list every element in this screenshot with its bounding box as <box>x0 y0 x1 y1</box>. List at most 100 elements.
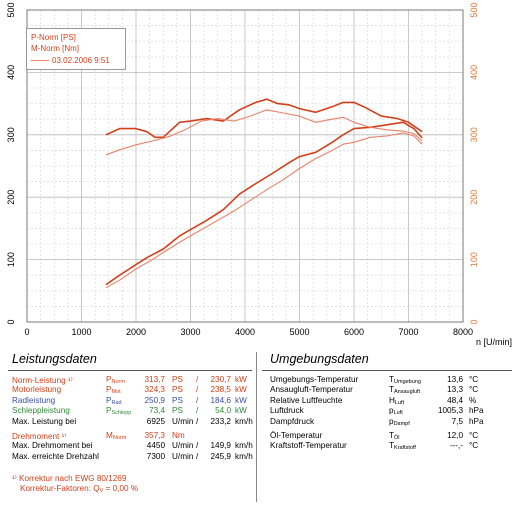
y-right-tick-label: 200 <box>469 190 479 205</box>
umgebung-symbol: p <box>389 406 394 416</box>
footnote-correction-symbol: Q <box>93 484 100 493</box>
leistung-value-2: 233,2 <box>210 416 232 426</box>
leistung-value-1: 7300 <box>146 451 165 461</box>
leistung-unit-2: kW <box>235 406 247 416</box>
y-right-tick-label: 300 <box>469 127 479 142</box>
x-tick-label: 1000 <box>71 327 91 337</box>
series-line-3 <box>105 132 423 289</box>
leistung-separator: / <box>196 385 199 395</box>
leistung-label: Max. erreichte Drehzahl <box>12 451 99 461</box>
umgebung-symbol: T <box>389 441 395 451</box>
plot-frame <box>26 9 464 323</box>
chart-series <box>105 98 423 289</box>
umgebung-value: 7,5 <box>451 416 463 426</box>
umgebung-symbol-sub: Luft <box>393 410 403 417</box>
umgebung-unit: °C <box>469 385 479 395</box>
umgebung-symbol-sub: Ansaugluft <box>394 389 421 396</box>
umgebung-symbol-cell: HLuft <box>389 396 404 406</box>
leistung-label: Max. Leistung bei <box>12 416 77 426</box>
leistung-unit-2: kW <box>235 395 247 405</box>
footnote-ewg: ¹⁾ Korrektur nach EWG 80/1269 <box>12 474 127 483</box>
y-left-tick-label: 300 <box>6 127 16 142</box>
x-tick-label: 8000 <box>453 327 473 337</box>
umgebung-label: Umgebungs-Temperatur <box>270 375 359 384</box>
series-line-2 <box>105 98 423 139</box>
leistung-unit-2: km/h <box>235 441 253 451</box>
leistung-symbol-cell: MNorm <box>106 431 126 441</box>
umgebung-unit: hPa <box>469 406 484 416</box>
leistung-value-1: 357,3 <box>144 431 166 440</box>
umgebung-label: Kraftstoff-Temperatur <box>270 441 347 451</box>
leistung-symbol: P <box>106 385 112 395</box>
umgebung-value: 12,0 <box>447 431 463 440</box>
y-left-tick-label: 200 <box>6 190 16 205</box>
leistung-separator: / <box>196 441 199 451</box>
x-tick-label: 7000 <box>398 327 418 337</box>
legend-entry-m-norm: M-Norm [Nm] <box>31 44 79 53</box>
umgebung-divider <box>262 370 512 371</box>
leistung-symbol-sub: Rad <box>111 399 122 406</box>
leistung-symbol: M <box>106 431 113 440</box>
leistung-unit-1: U/min <box>172 416 194 426</box>
y-right-tick-label: 100 <box>469 252 479 267</box>
leistung-symbol-sub: Norm <box>111 379 125 385</box>
umgebung-symbol-cell: TAnsaugluft <box>389 385 420 395</box>
leistung-value-1: 250,9 <box>144 395 166 405</box>
y-right-tick-label: 400 <box>469 65 479 80</box>
umgebung-symbol-cell: TÖl <box>389 431 400 441</box>
leistung-separator: / <box>196 375 199 384</box>
leistung-label: Motorleistung <box>12 385 62 395</box>
leistung-value-2: 245,9 <box>210 451 232 461</box>
leistung-separator: / <box>196 451 199 461</box>
leistung-unit-1: U/min <box>172 441 194 451</box>
y-left-tick-label: 400 <box>6 65 16 80</box>
umgebung-symbol: p <box>389 416 394 426</box>
leistung-symbol: P <box>106 375 112 384</box>
umgebung-label: Dampfdruck <box>270 416 315 426</box>
umgebung-symbol-sub: Luft <box>394 399 405 406</box>
x-tick-label: 6000 <box>344 327 364 337</box>
leistung-unit-1: U/min <box>172 451 194 461</box>
umgebung-symbol: T <box>389 385 395 395</box>
umgebung-symbol-sub: Dampf <box>393 420 410 427</box>
leistung-symbol-cell: PMot <box>106 385 121 395</box>
legend-entry-date: 03.02.2006 9:51 <box>52 56 110 65</box>
leistung-label: Schleppleistung <box>12 406 70 416</box>
legend-entry-p-norm: P-Norm [PS] <box>31 33 76 42</box>
leistung-separator: / <box>196 395 199 405</box>
y-right-tick-label: 0 <box>469 319 479 324</box>
series-line-4 <box>105 109 423 156</box>
leistung-symbol: P <box>106 395 112 405</box>
leistung-label: Radleistung <box>12 395 56 405</box>
leistung-symbol-cell: PNorm <box>106 375 125 385</box>
umgebung-symbol: T <box>389 431 395 440</box>
umgebung-value: ---,- <box>449 441 463 451</box>
umgebung-symbol: H <box>389 395 395 405</box>
leistung-value-2: 149,9 <box>210 441 232 451</box>
umgebung-label: Luftdruck <box>270 406 304 416</box>
leistung-symbol-sub: Norm <box>112 435 127 441</box>
y-left-tick-label: 0 <box>6 319 16 324</box>
umgebung-label: Öl-Temperatur <box>270 431 323 440</box>
umgebung-symbol-sub: Öl <box>394 435 400 441</box>
leistung-unit-1: Nm <box>172 431 185 440</box>
x-tick-label: 4000 <box>235 327 255 337</box>
leistung-symbol-sub: Mot <box>111 389 121 396</box>
leistung-value-2: 184,6 <box>210 395 232 405</box>
series-line-1 <box>105 121 423 286</box>
umgebung-unit: °C <box>469 375 479 384</box>
leistung-label: Max. Drehmoment bei <box>12 441 93 451</box>
umgebung-symbol-sub: Kraftstoff <box>394 445 416 452</box>
umgebung-symbol-cell: TKraftstoff <box>389 441 416 451</box>
umgebung-label: Relative Luftfeuchte <box>270 395 343 405</box>
umgebung-symbol: T <box>389 375 395 384</box>
leistung-unit-2: km/h <box>235 416 253 426</box>
leistung-value-1: 4450 <box>146 441 165 451</box>
footnote-correction: Korrektur-Faktoren: QV = 0,00 % <box>20 484 138 494</box>
umgebung-symbol-cell: pDampf <box>389 417 410 427</box>
leistung-value-1: 313,7 <box>144 375 166 384</box>
leistung-divider <box>8 370 252 371</box>
chart-axes: 0 1000 2000 3000 4000 5000 6000 7000 80000100200… <box>6 2 479 337</box>
x-tick-label: 2000 <box>126 327 146 337</box>
leistung-separator: / <box>196 406 199 416</box>
